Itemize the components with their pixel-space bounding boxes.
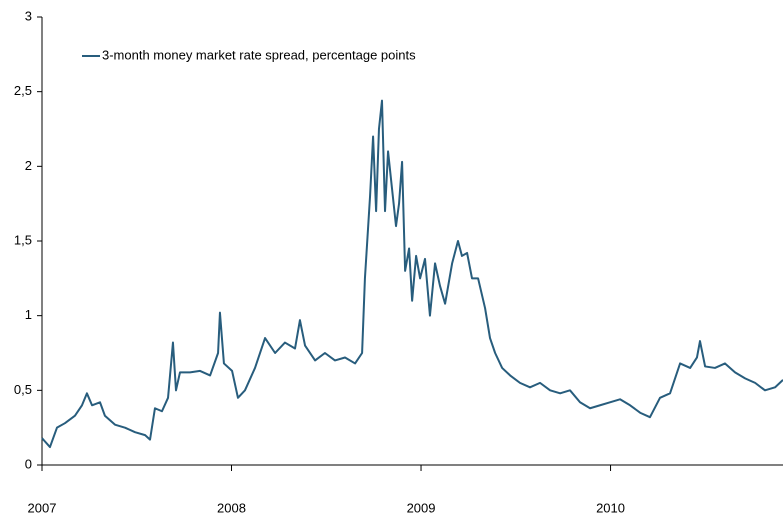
y-tick-label: 0 bbox=[25, 456, 32, 471]
y-tick-label: 2 bbox=[25, 158, 32, 173]
legend-label: 3-month money market rate spread, percen… bbox=[102, 47, 416, 62]
y-tick-label: 1,5 bbox=[14, 232, 32, 247]
y-tick-label: 2,5 bbox=[14, 83, 32, 98]
x-tick-label: 2008 bbox=[217, 500, 246, 515]
y-tick-label: 3 bbox=[25, 8, 32, 23]
x-tick-label: 2007 bbox=[28, 500, 57, 515]
y-tick-label: 1 bbox=[25, 307, 32, 322]
y-tick-label: 0,5 bbox=[14, 382, 32, 397]
x-tick-label: 2009 bbox=[407, 500, 436, 515]
x-tick-label: 2010 bbox=[596, 500, 625, 515]
data-line bbox=[41, 99, 783, 449]
